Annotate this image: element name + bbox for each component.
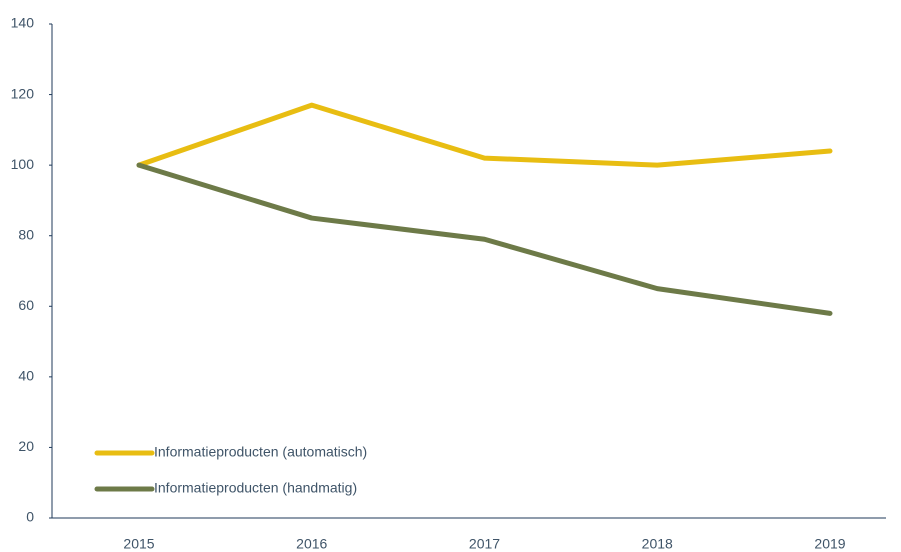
y-tick-label: 140 [11,15,35,31]
line-series [136,162,833,316]
y-tick-label: 60 [18,297,34,313]
y-tick-label: 0 [26,509,34,525]
line-series [136,102,833,168]
y-tick-label: 20 [18,438,34,454]
x-tick-label: 2015 [123,536,154,552]
x-tick-label: 2017 [469,536,500,552]
x-tick-label: 2019 [814,536,845,552]
y-tick-label: 40 [18,368,34,384]
y-tick-label: 100 [11,156,35,172]
y-tick-label: 80 [18,226,34,242]
x-tick-label: 2018 [642,536,673,552]
legend-label: Informatieproducten (handmatig) [154,480,357,496]
y-tick-label: 120 [11,85,35,101]
x-tick-label: 2016 [296,536,327,552]
legend-label: Informatieproducten (automatisch) [154,444,367,460]
